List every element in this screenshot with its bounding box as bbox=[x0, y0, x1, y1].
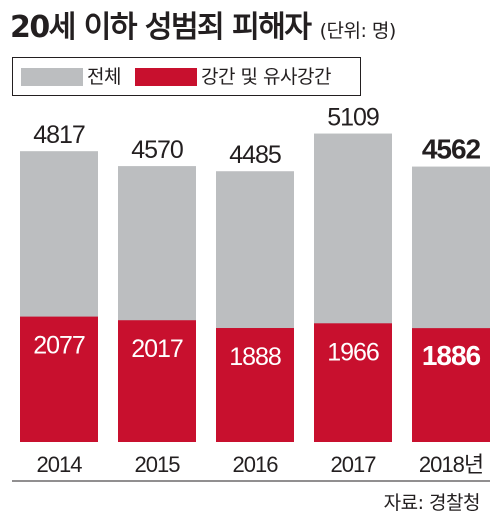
x-tick-label-2: 2016 bbox=[233, 452, 279, 477]
source-note: 자료: 경찰청 bbox=[383, 492, 481, 514]
legend-swatch-total bbox=[21, 68, 83, 86]
x-tick-label-0: 2014 bbox=[37, 452, 83, 477]
total-value-label-4: 4562 bbox=[422, 134, 481, 165]
rape-value-label-0: 2077 bbox=[33, 332, 85, 360]
bar-rape-1 bbox=[118, 320, 196, 442]
chart-title: 20세 이하 성범죄 피해자 bbox=[10, 10, 312, 45]
rape-value-label-2: 1888 bbox=[229, 343, 281, 371]
unit-label: (단위: 명) bbox=[319, 20, 397, 42]
title-row: 20세 이하 성범죄 피해자 (단위: 명) bbox=[10, 2, 396, 46]
legend: 전체 강간 및 유사강간 bbox=[12, 57, 361, 96]
total-value-label-3: 5109 bbox=[327, 104, 379, 132]
total-value-label-2: 4485 bbox=[229, 141, 281, 169]
bar-rape-3 bbox=[314, 323, 392, 442]
legend-swatch-rape bbox=[135, 68, 197, 86]
bar-rape-0 bbox=[20, 316, 98, 442]
rape-value-label-4: 1886 bbox=[422, 340, 481, 371]
legend-label-total: 전체 bbox=[87, 66, 121, 88]
rape-value-label-3: 1966 bbox=[327, 338, 379, 366]
x-tick-label-4: 2018년 bbox=[419, 452, 483, 477]
legend-item-total: 전체 bbox=[21, 66, 121, 88]
legend-item-rape: 강간 및 유사강간 bbox=[135, 66, 331, 88]
total-value-label-0: 4817 bbox=[33, 121, 85, 149]
rape-value-label-1: 2017 bbox=[131, 335, 183, 363]
bar-rape-2 bbox=[216, 328, 294, 442]
bar-rape-4 bbox=[412, 328, 490, 442]
x-tick-label-3: 2017 bbox=[331, 452, 377, 477]
total-value-label-1: 4570 bbox=[131, 136, 183, 164]
legend-label-rape: 강간 및 유사강간 bbox=[201, 66, 331, 88]
x-tick-label-1: 2015 bbox=[135, 452, 181, 477]
